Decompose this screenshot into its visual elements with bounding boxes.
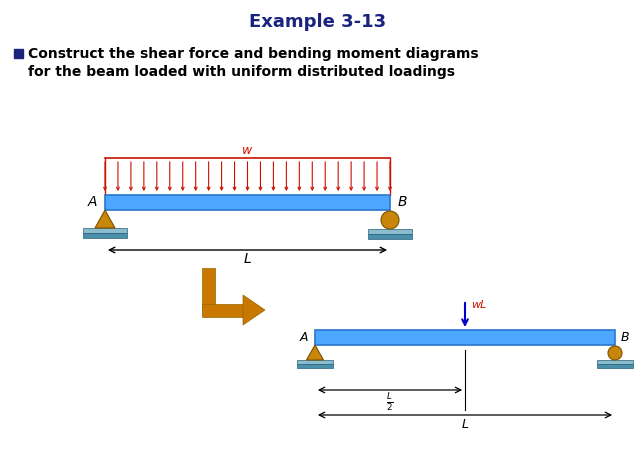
Polygon shape <box>307 345 324 360</box>
Text: Construct the shear force and bending moment diagrams: Construct the shear force and bending mo… <box>28 47 479 61</box>
Circle shape <box>608 346 622 360</box>
Bar <box>368 234 412 239</box>
Text: wL: wL <box>471 300 487 310</box>
Text: B: B <box>621 331 629 344</box>
Circle shape <box>381 211 399 229</box>
Bar <box>105 195 390 210</box>
Text: for the beam loaded with uniform distributed loadings: for the beam loaded with uniform distrib… <box>28 65 455 79</box>
Text: w: w <box>242 144 252 158</box>
Bar <box>597 364 633 368</box>
Bar <box>297 364 333 368</box>
Bar <box>83 228 127 233</box>
Polygon shape <box>243 295 265 325</box>
Polygon shape <box>95 210 115 228</box>
Bar <box>315 330 615 345</box>
Text: L: L <box>244 252 251 266</box>
Text: Example 3-13: Example 3-13 <box>249 13 387 31</box>
Bar <box>297 360 333 364</box>
Text: A: A <box>300 331 308 344</box>
Text: B: B <box>398 196 407 209</box>
Text: A: A <box>87 196 97 209</box>
Bar <box>202 303 243 317</box>
Bar <box>597 360 633 364</box>
Text: $\frac{L}{2}$: $\frac{L}{2}$ <box>386 391 394 413</box>
Bar <box>14 49 23 58</box>
Bar <box>202 268 214 310</box>
Bar <box>83 233 127 238</box>
Bar <box>368 229 412 234</box>
Text: L: L <box>462 418 469 430</box>
